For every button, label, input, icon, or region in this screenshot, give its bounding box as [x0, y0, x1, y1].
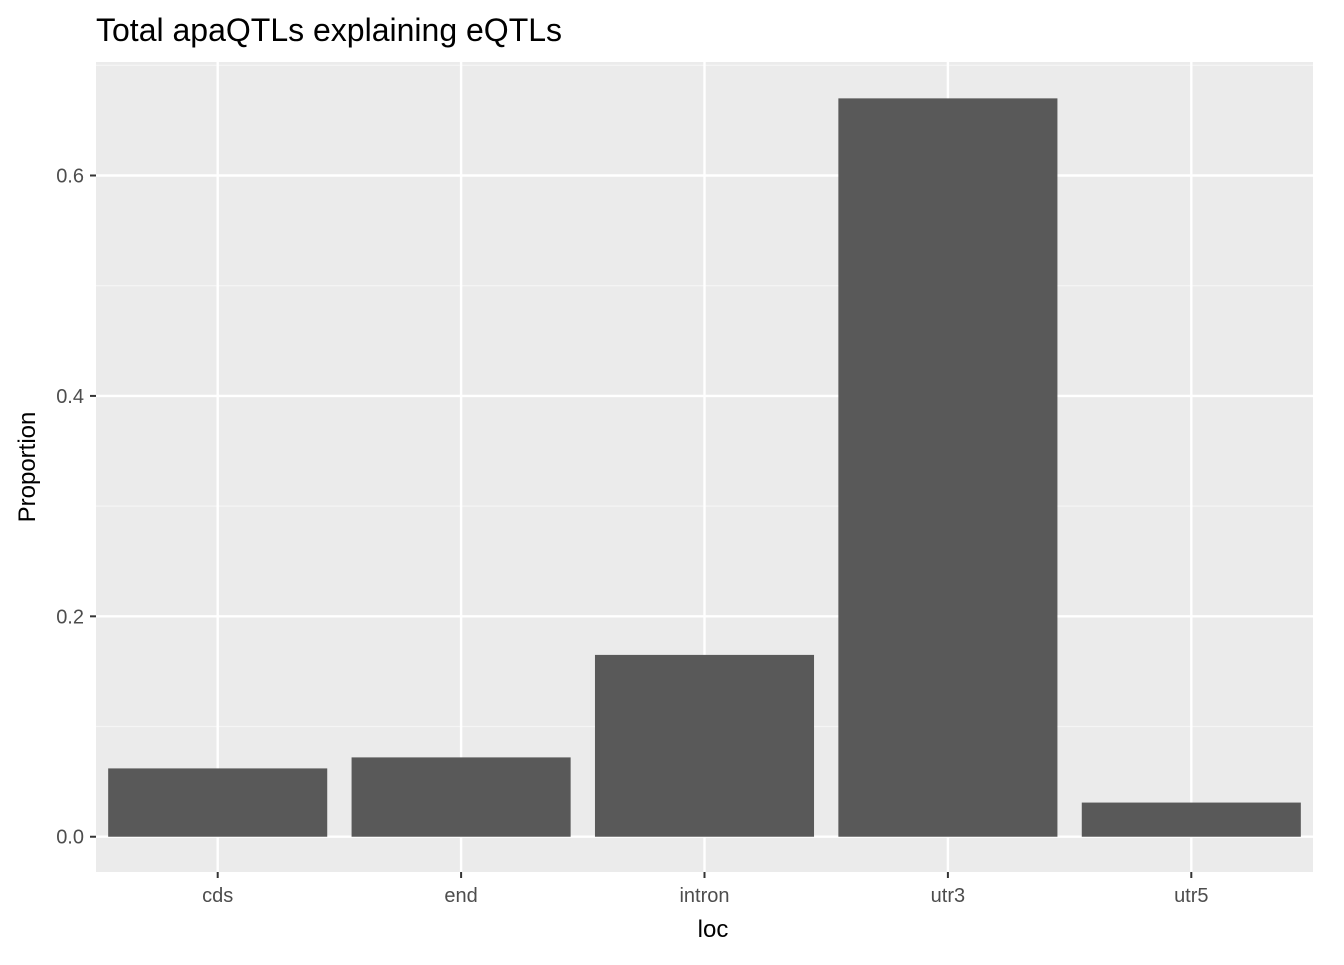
bar-utr3: [838, 98, 1058, 837]
plot-panel: 0.0 0.2 0.4 0.6 cds end intron utr3 utr5: [56, 62, 1313, 907]
y-tick-label: 0.0: [56, 827, 84, 849]
bar-utr5: [1081, 802, 1301, 837]
y-tick-label: 0.4: [56, 386, 84, 408]
x-tick-label-intron: intron: [679, 885, 729, 907]
x-tick-label-cds: cds: [202, 885, 233, 907]
y-tick-label: 0.6: [56, 166, 84, 188]
y-tick-label: 0.2: [56, 606, 84, 628]
x-tick-label-end: end: [444, 885, 477, 907]
x-tick-label-utr5: utr5: [1174, 885, 1208, 907]
chart-title: Total apaQTLs explaining eQTLs: [96, 12, 562, 48]
bar-intron: [594, 654, 815, 837]
bar-cds: [108, 768, 328, 837]
x-axis-title: loc: [698, 916, 729, 943]
x-tick-label-utr3: utr3: [931, 885, 965, 907]
bar-end: [351, 757, 571, 837]
y-axis-title: Proportion: [14, 412, 41, 523]
